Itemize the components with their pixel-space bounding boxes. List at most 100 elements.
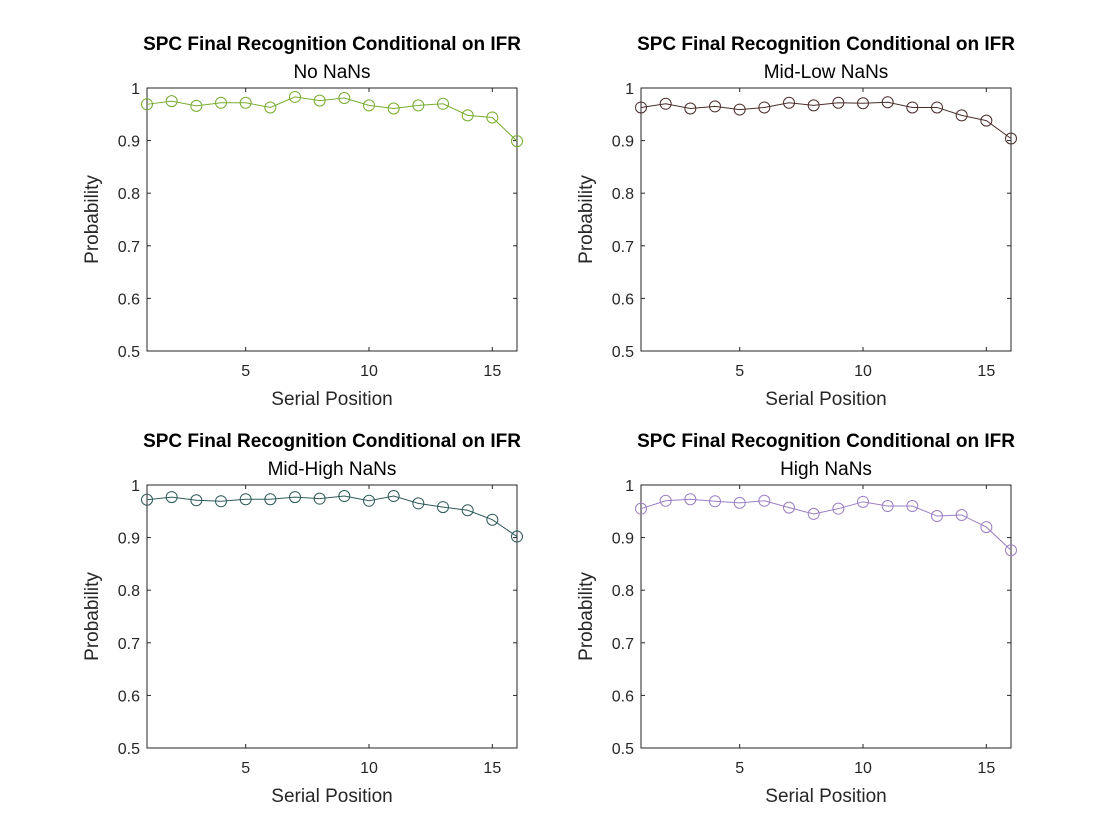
x-tick-label: 5 xyxy=(735,363,744,380)
chart-title: SPC Final Recognition Conditional on IFR xyxy=(143,431,521,452)
data-point xyxy=(857,97,869,110)
data-point xyxy=(906,500,919,513)
data-point xyxy=(363,99,375,112)
data-point xyxy=(264,493,277,506)
chart-panel-1: SPC Final Recognition Conditional on IFR… xyxy=(82,34,523,410)
y-axis-label: Probability xyxy=(82,572,103,661)
series-line xyxy=(640,101,1012,139)
y-tick-label: 0.8 xyxy=(612,583,634,600)
x-tick-label: 5 xyxy=(241,760,250,777)
chart-panel-3: SPC Final Recognition Conditional on IFR… xyxy=(82,431,523,807)
y-tick-label: 1 xyxy=(625,81,634,98)
data-point xyxy=(412,497,425,510)
data-point xyxy=(387,490,400,503)
data-point xyxy=(955,109,968,122)
data-point xyxy=(363,494,375,507)
data-point xyxy=(1005,132,1017,145)
plot-area xyxy=(640,87,1012,352)
y-tick-label: 0.9 xyxy=(118,531,140,548)
x-tick-label: 15 xyxy=(977,760,995,777)
data-point xyxy=(783,501,795,514)
x-axis-label: Serial Position xyxy=(271,786,392,807)
data-point xyxy=(141,98,153,111)
data-point xyxy=(1005,544,1017,557)
plot-area xyxy=(146,484,518,749)
data-point xyxy=(881,500,894,513)
y-tick-label: 0.6 xyxy=(612,688,634,705)
x-tick-label: 10 xyxy=(854,363,872,380)
x-tick-label: 10 xyxy=(854,760,872,777)
data-point xyxy=(190,99,203,112)
x-axis-label: Serial Position xyxy=(765,389,886,410)
data-point xyxy=(635,101,647,114)
data-point xyxy=(437,501,449,514)
x-axis-label: Serial Position xyxy=(765,786,886,807)
data-point xyxy=(437,97,449,110)
y-axis-label: Probability xyxy=(576,175,597,264)
y-tick-label: 0.6 xyxy=(612,291,634,308)
data-point xyxy=(387,102,400,115)
y-tick-label: 0.7 xyxy=(118,239,140,256)
y-tick-label: 1 xyxy=(131,81,140,98)
data-point xyxy=(289,90,301,103)
chart-subtitle: Mid-High NaNs xyxy=(268,459,397,480)
data-point xyxy=(758,101,771,114)
data-point xyxy=(461,109,474,122)
data-point xyxy=(215,96,227,109)
data-point xyxy=(215,495,227,508)
x-tick-label: 5 xyxy=(735,760,744,777)
chart-subtitle: High NaNs xyxy=(780,459,872,480)
y-axis-label: Probability xyxy=(82,175,103,264)
data-point xyxy=(807,99,820,112)
data-point xyxy=(980,114,993,127)
y-tick-label: 0.6 xyxy=(118,688,140,705)
data-point xyxy=(783,96,795,109)
chart-subtitle: Mid-Low NaNs xyxy=(764,62,889,83)
data-point xyxy=(239,96,252,109)
plot-area xyxy=(640,484,1012,749)
data-point xyxy=(709,495,721,508)
data-point xyxy=(141,493,153,506)
data-point xyxy=(190,494,203,507)
y-tick-label: 0.8 xyxy=(118,583,140,600)
data-point xyxy=(461,504,474,517)
series-line xyxy=(146,96,518,142)
chart-panel-2: SPC Final Recognition Conditional on IFR… xyxy=(576,34,1017,410)
data-point xyxy=(486,111,499,124)
x-tick-label: 5 xyxy=(241,363,250,380)
y-tick-label: 0.5 xyxy=(612,741,634,758)
y-tick-label: 1 xyxy=(625,478,634,495)
data-point xyxy=(338,490,351,503)
data-point xyxy=(980,521,993,534)
data-point xyxy=(165,95,178,108)
y-tick-label: 0.9 xyxy=(612,134,634,151)
data-point xyxy=(264,101,277,114)
data-point xyxy=(313,94,326,107)
chart-subtitle: No NaNs xyxy=(293,62,370,83)
data-point xyxy=(684,493,697,506)
data-point xyxy=(857,495,869,508)
x-tick-label: 10 xyxy=(360,363,378,380)
chart-title: SPC Final Recognition Conditional on IFR xyxy=(637,431,1015,452)
data-point xyxy=(659,97,672,110)
plot-area xyxy=(146,87,518,352)
data-point xyxy=(239,493,252,506)
data-point xyxy=(931,510,943,523)
y-tick-label: 0.5 xyxy=(118,741,140,758)
data-point xyxy=(807,507,820,520)
data-point xyxy=(412,99,425,112)
y-axis-label: Probability xyxy=(576,572,597,661)
data-point xyxy=(313,492,326,505)
y-tick-label: 0.8 xyxy=(118,186,140,203)
data-point xyxy=(881,96,894,109)
x-tick-label: 10 xyxy=(360,760,378,777)
y-tick-label: 1 xyxy=(131,478,140,495)
data-point xyxy=(832,96,845,109)
data-point xyxy=(733,496,746,509)
data-point xyxy=(635,502,647,515)
y-tick-label: 0.7 xyxy=(612,636,634,653)
x-axis-label: Serial Position xyxy=(271,389,392,410)
data-point xyxy=(338,91,351,104)
y-tick-label: 0.8 xyxy=(612,186,634,203)
